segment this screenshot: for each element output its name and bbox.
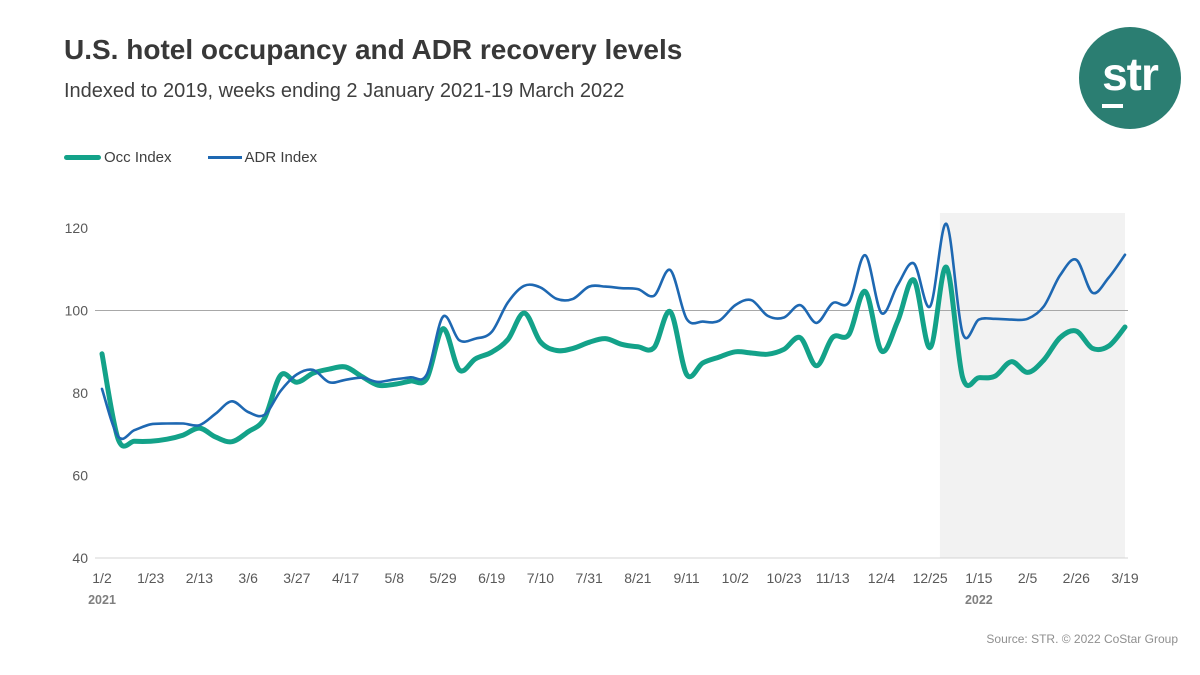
x-tick-label: 6/19 [478,570,505,586]
y-tick-label: 100 [65,303,89,319]
x-tick-label: 3/19 [1111,570,1138,586]
x-tick-label: 4/17 [332,570,359,586]
x-tick-label: 10/2 [722,570,749,586]
source-attribution: Source: STR. © 2022 CoStar Group [986,632,1178,646]
x-tick-label: 2/26 [1063,570,1090,586]
header: U.S. hotel occupancy and ADR recovery le… [64,34,682,103]
x-tick-label: 7/31 [576,570,603,586]
str-logo-text: str [1102,48,1159,100]
x-tick-label: 3/27 [283,570,310,586]
x-tick-label: 5/8 [385,570,405,586]
adr-line-swatch [207,156,242,159]
x-tick-label: 12/25 [913,570,948,586]
occ-line-swatch [64,155,101,160]
legend-item-adr: ADR Index [207,149,318,166]
page-subtitle: Indexed to 2019, weeks ending 2 January … [64,80,625,102]
legend-label-occ: Occ Index [104,149,172,166]
x-tick-label: 3/6 [238,570,258,586]
occ-index-line [99,264,1128,449]
x-tick-label: 2/13 [186,570,213,586]
x-tick-label: 11/13 [816,570,850,586]
x-tick-label: 7/10 [527,570,554,586]
adr-index-line [100,222,1127,441]
str-logo: str [1079,27,1181,129]
x-tick-label: 1/23 [137,570,164,586]
x-tick-label: 10/23 [766,570,801,586]
str-logo-underline [1102,104,1123,108]
x-tick-label: 1/2 [92,570,112,586]
x-tick-label: 1/15 [965,570,992,586]
x-tick-label: 9/11 [673,570,699,586]
y-tick-label: 60 [72,468,88,484]
page-title: U.S. hotel occupancy and ADR recovery le… [64,34,683,65]
x-tick-label: 8/21 [624,570,651,586]
y-tick-label: 40 [72,550,88,566]
x-tick-label: 12/4 [868,570,895,586]
y-tick-label: 80 [72,385,88,401]
year-label: 2022 [965,593,993,607]
x-tick-label: 5/29 [429,570,456,586]
x-tick-label: 2/5 [1018,570,1038,586]
legend-label-adr: ADR Index [244,149,318,166]
year-label: 2021 [88,593,116,607]
chart-legend: Occ Index ADR Index [64,149,317,166]
y-tick-label: 120 [65,220,89,236]
legend-item-occ: Occ Index [64,149,172,166]
